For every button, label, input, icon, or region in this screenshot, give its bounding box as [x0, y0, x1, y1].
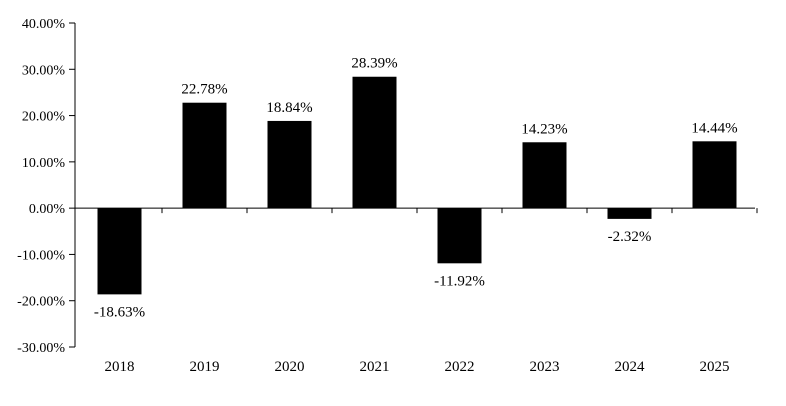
bar-2019	[182, 102, 227, 209]
bar-2020	[267, 120, 312, 209]
bar-2018	[97, 208, 142, 295]
bar-2023	[522, 142, 567, 209]
data-label-2025: 14.44%	[691, 120, 737, 136]
x-tick-label-2018: 2018	[105, 359, 135, 375]
x-tick-label-2021: 2021	[360, 359, 390, 375]
y-tick-label: 20.00%	[22, 110, 66, 125]
x-tick-label-2019: 2019	[190, 359, 220, 375]
y-axis: 40.00% 30.00% 20.00% 10.00% 0.00% -10.00% -20.…	[17, 17, 76, 356]
bar-2021	[352, 76, 397, 209]
y-tick-label: 0.00%	[29, 202, 66, 217]
data-label-2021: 28.39%	[351, 56, 397, 72]
bars	[97, 76, 737, 295]
bar-2025	[692, 141, 737, 209]
y-tick-label: -20.00%	[17, 295, 65, 310]
zero-baseline	[75, 207, 758, 214]
data-labels: -18.63% 22.78% 18.84% 28.39% -11.92% 14.23% -2…	[94, 56, 738, 321]
x-tick-label-2022: 2022	[445, 359, 475, 375]
y-tick-label: -10.00%	[17, 248, 65, 263]
data-label-2018: -18.63%	[94, 304, 145, 320]
data-label-2024: -2.32%	[608, 229, 652, 245]
data-label-2023: 14.23%	[521, 121, 567, 137]
bar-2022	[437, 208, 482, 264]
data-label-2022: -11.92%	[434, 273, 485, 289]
x-tick-label-2025: 2025	[700, 359, 730, 375]
bar-2024	[607, 208, 652, 219]
x-tick-label-2023: 2023	[530, 359, 560, 375]
data-label-2020: 18.84%	[266, 100, 312, 116]
y-tick-label: -30.00%	[17, 341, 65, 356]
x-tick-label-2024: 2024	[615, 359, 646, 375]
data-label-2019: 22.78%	[181, 82, 227, 98]
x-tick-label-2020: 2020	[275, 359, 305, 375]
y-tick-label: 40.00%	[22, 17, 66, 32]
x-axis-labels: 2018 2019 2020 2021 2022 2023 2024 2025	[105, 359, 730, 375]
y-tick-label: 10.00%	[22, 156, 66, 171]
y-tick-label: 30.00%	[22, 63, 66, 78]
